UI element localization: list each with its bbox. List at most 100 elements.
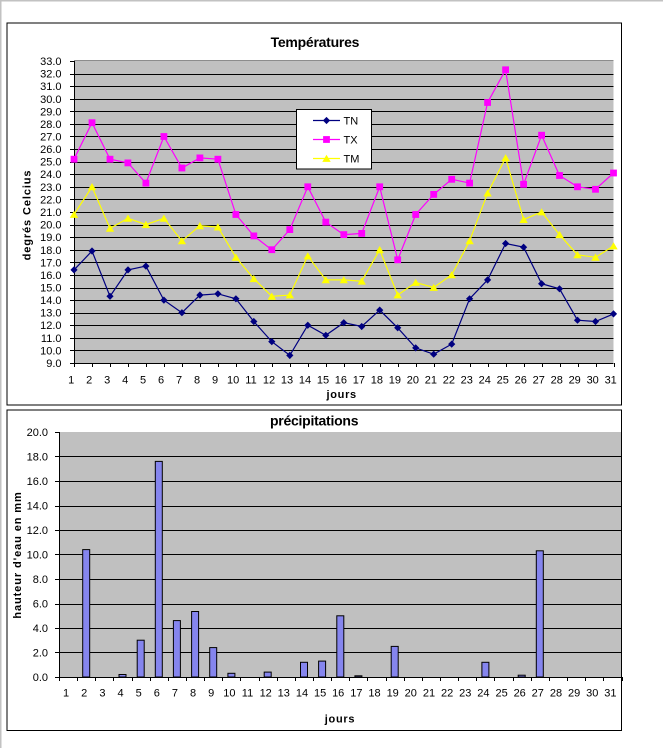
svg-text:10: 10 xyxy=(227,375,239,387)
svg-text:32.0: 32.0 xyxy=(40,69,61,81)
svg-text:29.0: 29.0 xyxy=(40,106,61,118)
svg-text:21: 21 xyxy=(425,375,437,387)
svg-text:26: 26 xyxy=(514,688,526,700)
svg-text:26.0: 26.0 xyxy=(40,144,61,156)
svg-text:12: 12 xyxy=(263,375,275,387)
svg-text:0.0: 0.0 xyxy=(33,672,48,684)
svg-text:jours: jours xyxy=(325,389,356,401)
svg-text:30: 30 xyxy=(586,688,598,700)
svg-text:10.0: 10.0 xyxy=(27,550,48,562)
svg-text:16: 16 xyxy=(332,688,344,700)
svg-text:7: 7 xyxy=(176,375,182,387)
svg-text:22: 22 xyxy=(441,688,453,700)
svg-text:20: 20 xyxy=(407,375,419,387)
svg-text:8: 8 xyxy=(194,375,200,387)
svg-text:24: 24 xyxy=(477,688,489,700)
svg-text:23.0: 23.0 xyxy=(40,182,61,194)
svg-text:1: 1 xyxy=(68,375,74,387)
svg-text:16.0: 16.0 xyxy=(27,476,48,488)
svg-text:6.0: 6.0 xyxy=(33,599,48,611)
svg-text:17.0: 17.0 xyxy=(40,257,61,269)
svg-text:10: 10 xyxy=(223,688,235,700)
svg-text:18: 18 xyxy=(368,688,380,700)
svg-text:TN: TN xyxy=(344,116,359,128)
svg-text:7: 7 xyxy=(172,688,178,700)
svg-text:17: 17 xyxy=(353,375,365,387)
svg-text:13: 13 xyxy=(278,688,290,700)
svg-text:8.0: 8.0 xyxy=(33,574,48,586)
svg-text:20.0: 20.0 xyxy=(40,220,61,232)
svg-text:3: 3 xyxy=(99,688,105,700)
svg-text:13.0: 13.0 xyxy=(40,308,61,320)
svg-text:27: 27 xyxy=(532,688,544,700)
svg-text:Températures: Températures xyxy=(271,34,360,50)
svg-text:jours: jours xyxy=(324,714,355,726)
svg-text:17: 17 xyxy=(350,688,362,700)
svg-text:20.0: 20.0 xyxy=(27,427,48,439)
svg-text:22.0: 22.0 xyxy=(40,194,61,206)
svg-text:25: 25 xyxy=(495,688,507,700)
svg-text:25.0: 25.0 xyxy=(40,157,61,169)
svg-text:31: 31 xyxy=(604,688,616,700)
svg-text:11: 11 xyxy=(245,375,256,387)
svg-text:30.0: 30.0 xyxy=(40,94,61,106)
svg-text:30: 30 xyxy=(587,375,599,387)
svg-text:26: 26 xyxy=(515,375,527,387)
svg-text:19: 19 xyxy=(389,375,401,387)
svg-text:16.0: 16.0 xyxy=(40,270,61,282)
svg-text:4.0: 4.0 xyxy=(33,623,48,635)
svg-text:9: 9 xyxy=(212,375,218,387)
svg-text:4: 4 xyxy=(122,375,128,387)
svg-text:31.0: 31.0 xyxy=(40,81,61,93)
svg-text:18.0: 18.0 xyxy=(27,452,48,464)
svg-text:22: 22 xyxy=(443,375,455,387)
svg-text:27: 27 xyxy=(533,375,545,387)
svg-text:9.0: 9.0 xyxy=(46,358,61,370)
svg-text:1: 1 xyxy=(63,688,69,700)
svg-text:19.0: 19.0 xyxy=(40,232,61,244)
svg-text:8: 8 xyxy=(190,688,196,700)
svg-text:28: 28 xyxy=(550,688,562,700)
svg-text:hauteur d'eau en mm: hauteur d'eau en mm xyxy=(12,491,24,618)
svg-text:TM: TM xyxy=(344,154,360,166)
svg-text:20: 20 xyxy=(405,688,417,700)
svg-text:33.0: 33.0 xyxy=(40,56,61,68)
svg-text:15.0: 15.0 xyxy=(40,283,61,295)
svg-text:21.0: 21.0 xyxy=(40,207,61,219)
svg-text:31: 31 xyxy=(605,375,617,387)
svg-text:18: 18 xyxy=(371,375,383,387)
svg-text:TX: TX xyxy=(344,135,359,147)
svg-text:degrés Celcius: degrés Celcius xyxy=(22,170,34,261)
svg-text:2: 2 xyxy=(81,688,87,700)
svg-text:12: 12 xyxy=(260,688,272,700)
svg-text:19: 19 xyxy=(387,688,399,700)
svg-text:28.0: 28.0 xyxy=(40,119,61,131)
svg-text:14: 14 xyxy=(299,375,311,387)
svg-text:25: 25 xyxy=(497,375,509,387)
svg-text:précipitations: précipitations xyxy=(270,413,359,429)
svg-text:23: 23 xyxy=(461,375,473,387)
svg-text:16: 16 xyxy=(335,375,347,387)
svg-text:21: 21 xyxy=(423,688,435,700)
svg-text:29: 29 xyxy=(569,375,581,387)
svg-text:5: 5 xyxy=(140,375,146,387)
svg-text:2.0: 2.0 xyxy=(33,648,48,660)
svg-text:9: 9 xyxy=(208,688,214,700)
svg-text:18.0: 18.0 xyxy=(40,245,61,257)
svg-text:11: 11 xyxy=(242,688,253,700)
svg-text:27.0: 27.0 xyxy=(40,132,61,144)
svg-text:14: 14 xyxy=(296,688,308,700)
svg-text:14.0: 14.0 xyxy=(27,501,48,513)
svg-text:29: 29 xyxy=(568,688,580,700)
svg-text:12.0: 12.0 xyxy=(27,525,48,537)
svg-text:13: 13 xyxy=(281,375,293,387)
svg-text:23: 23 xyxy=(459,688,471,700)
svg-text:6: 6 xyxy=(154,688,160,700)
svg-text:15: 15 xyxy=(314,688,326,700)
svg-text:2: 2 xyxy=(86,375,92,387)
svg-text:24.0: 24.0 xyxy=(40,169,61,181)
svg-text:28: 28 xyxy=(551,375,563,387)
svg-text:14.0: 14.0 xyxy=(40,295,61,307)
svg-text:12.0: 12.0 xyxy=(40,320,61,332)
svg-text:4: 4 xyxy=(117,688,123,700)
